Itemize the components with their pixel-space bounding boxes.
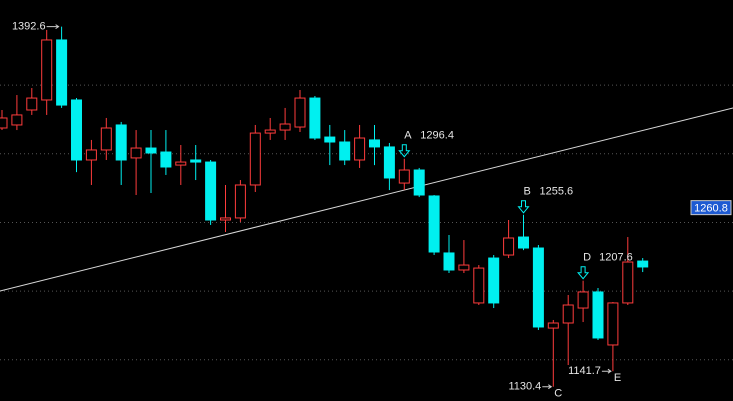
- candle-body: [562, 304, 574, 324]
- marker-arrow: [577, 266, 590, 280]
- marker-arrow: [517, 200, 530, 214]
- candle-body: [354, 137, 366, 161]
- candle-body: [11, 114, 23, 126]
- annotation-value: 1296.4: [420, 130, 454, 142]
- candle-body: [100, 127, 112, 151]
- candle-body: [443, 252, 455, 271]
- candle-body: [175, 161, 187, 166]
- annotation-letter: C: [554, 388, 562, 400]
- candle-body: [41, 39, 53, 101]
- candle-body: [622, 261, 634, 304]
- candle-body: [324, 136, 336, 143]
- annotation-letter: D: [583, 252, 591, 264]
- price-tag: [690, 200, 732, 216]
- marker-arrow: [601, 368, 612, 374]
- candle-body: [145, 147, 157, 154]
- annotation-letter: A: [404, 130, 412, 142]
- candle-body: [264, 129, 276, 134]
- candle-body: [26, 97, 38, 111]
- candle-body: [369, 139, 380, 148]
- annotation-value: 1255.6: [540, 186, 574, 198]
- candle-body: [85, 149, 97, 161]
- candle-body: [637, 260, 649, 268]
- trend-line: [0, 107, 733, 292]
- candle-body: [577, 291, 589, 309]
- candle-body: [160, 151, 172, 168]
- candle-body: [0, 117, 8, 129]
- annotation-value: 1130.4: [508, 381, 541, 393]
- price-tag-label: 1260.8: [694, 203, 728, 215]
- candle-body: [518, 236, 529, 249]
- candle-body: [234, 184, 246, 219]
- candle-body: [532, 247, 544, 328]
- candle-body: [547, 322, 559, 329]
- candle-body: [339, 141, 351, 161]
- annotation-letter: B: [524, 186, 531, 198]
- annotation-value: 1207.6: [599, 252, 633, 264]
- candle-body: [220, 217, 231, 221]
- candle-body: [592, 291, 604, 339]
- candle-body: [115, 124, 127, 161]
- candle-body: [205, 161, 217, 221]
- candle-body: [56, 39, 68, 106]
- annotation-value: 1392.6: [12, 21, 46, 33]
- candle-body: [309, 97, 321, 139]
- marker-arrow: [542, 384, 553, 390]
- candle-body: [383, 146, 395, 179]
- candle-body: [398, 169, 410, 184]
- candle-body: [71, 99, 82, 161]
- candle-body: [279, 123, 291, 131]
- marker-arrow: [46, 24, 60, 30]
- candle-body: [607, 302, 619, 346]
- candle-body: [473, 267, 485, 304]
- annotation-value: 1141.7: [568, 365, 601, 377]
- candle-body: [503, 237, 515, 256]
- candle-body: [190, 159, 202, 163]
- candle-body: [428, 195, 440, 253]
- annotation-letter: E: [614, 372, 621, 384]
- candle-body: [130, 147, 142, 159]
- marker-arrow: [398, 144, 411, 158]
- candle-body: [488, 257, 500, 304]
- candle-body: [458, 264, 470, 271]
- candle-body: [413, 169, 425, 196]
- candle-body: [249, 132, 261, 186]
- candle-body: [294, 97, 306, 128]
